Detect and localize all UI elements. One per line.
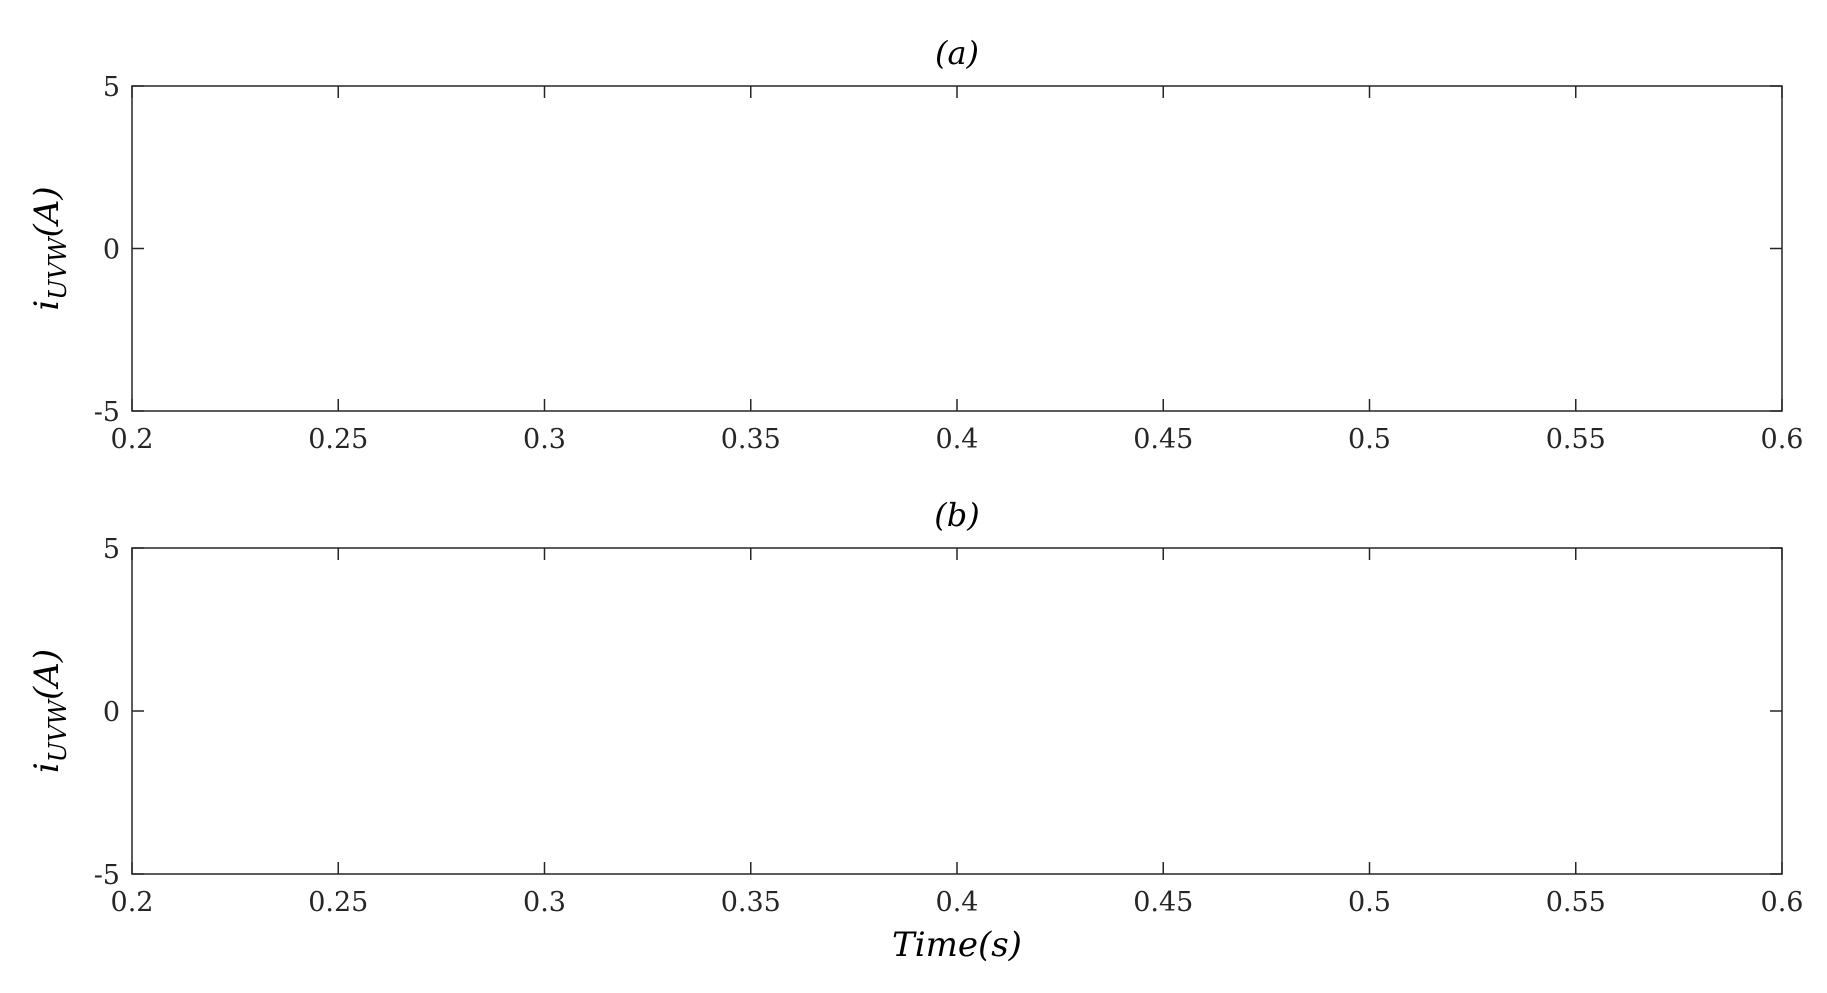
x-tick-label: 0.45 <box>1133 424 1193 455</box>
y-tick-label: 0 <box>103 235 120 266</box>
x-tick-label: 0.6 <box>1761 424 1804 455</box>
x-tick-label: 0.45 <box>1133 887 1193 918</box>
x-tick-label: 0.4 <box>936 887 979 918</box>
y-axis-label-sub: UVW <box>44 698 72 763</box>
x-tick-label: 0.2 <box>111 424 154 455</box>
x-tick-label: 0.35 <box>721 887 781 918</box>
y-tick-label: 0 <box>103 697 120 728</box>
x-tick-label: 0.3 <box>523 887 566 918</box>
x-tick-label: 0.55 <box>1546 424 1606 455</box>
panel-title: (a) <box>935 34 979 72</box>
y-tick-label: -5 <box>94 397 120 428</box>
x-tick-label: 0.55 <box>1546 887 1606 918</box>
y-tick-label: 5 <box>103 72 120 103</box>
y-axis-label: iUVW(A) <box>27 186 72 310</box>
x-tick-label: 0.25 <box>308 424 368 455</box>
panel-a: 0.2 0.25 0.3 0.35 0.4 0.45 0.5 0.55 0.6 -5 0 5 (a) iU… <box>27 34 1803 455</box>
y-axis-label-main: i <box>27 300 67 311</box>
y-axis-label: iUVW(A) <box>27 649 72 773</box>
panel-b: 0.2 0.25 0.3 0.35 0.4 0.45 0.5 0.55 0.6 -5 0 5 (b) iU… <box>27 496 1803 965</box>
y-tick-label: 5 <box>103 534 120 565</box>
x-tick-label: 0.6 <box>1761 887 1804 918</box>
x-axis-label: Time(s) <box>892 925 1022 965</box>
x-tick-label: 0.4 <box>936 424 979 455</box>
x-tick-label: 0.3 <box>523 424 566 455</box>
x-tick-label: 0.35 <box>721 424 781 455</box>
x-tick-label: 0.2 <box>111 887 154 918</box>
panel-title: (b) <box>934 496 979 534</box>
y-axis-label-unit: (A) <box>27 186 67 237</box>
axes-frame <box>131 547 1783 875</box>
x-tick-label: 0.25 <box>308 887 368 918</box>
x-tick-label: 0.5 <box>1348 424 1391 455</box>
y-axis-label-unit: (A) <box>27 649 67 700</box>
y-tick-label: -5 <box>94 860 120 891</box>
y-axis-label-sub: UVW <box>44 235 72 300</box>
y-axis-label-main: i <box>27 762 67 773</box>
x-tick-label: 0.5 <box>1348 887 1391 918</box>
axes-frame <box>131 85 1783 412</box>
